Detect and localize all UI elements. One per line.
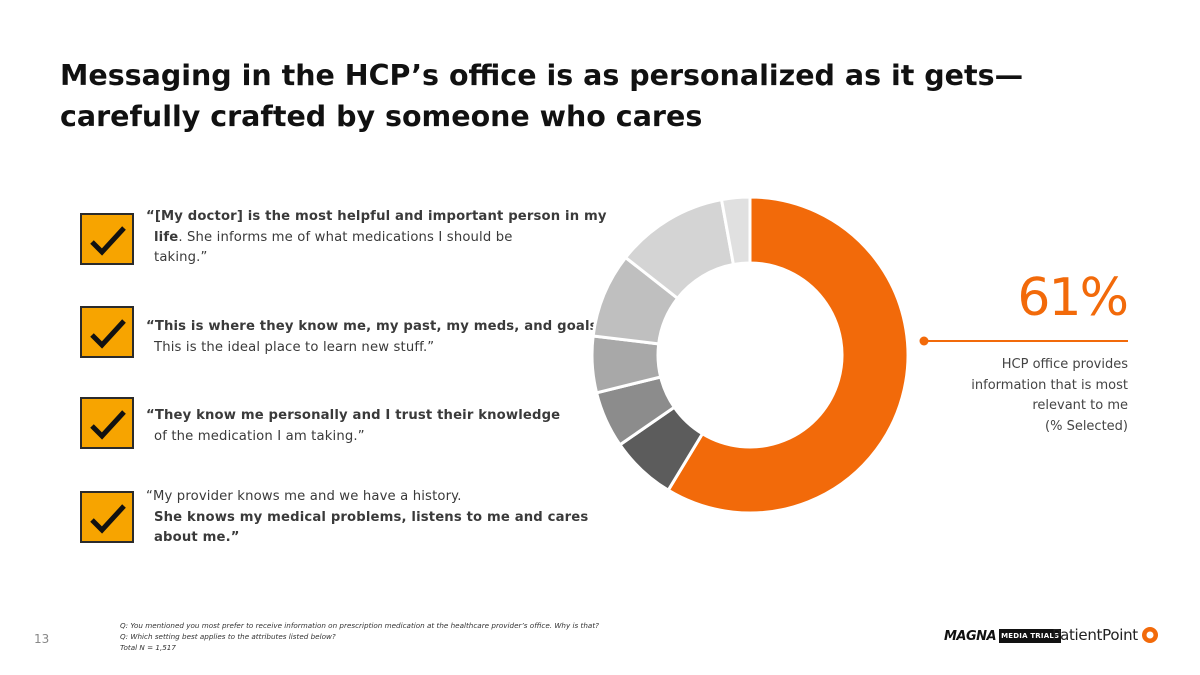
- donut-slice-1: [666, 195, 910, 515]
- quote-line: This is the ideal place to learn new stu…: [146, 338, 606, 359]
- quote-fragment: “They know me personally and I trust the…: [146, 408, 561, 423]
- quote-line: “This is where they know me, my past, my…: [146, 317, 606, 338]
- footnotes: Q: You mentioned you most prefer to rece…: [120, 620, 599, 653]
- quote-fragment: She knows my medical problems, listens t…: [154, 509, 589, 525]
- donut-slice-7: [719, 195, 752, 267]
- patientpoint-logo-text: PatientPoint: [1052, 626, 1138, 644]
- checkmark-icon: [80, 491, 134, 543]
- highlight-value: 61%: [1017, 268, 1129, 328]
- quote-text: “They know me personally and I trust the…: [146, 406, 606, 447]
- caption-line: relevant to me: [1032, 398, 1128, 413]
- quote-line: life. She informs me of what medications…: [146, 228, 606, 249]
- leader-line: [919, 336, 1128, 346]
- title-line: carefully crafted by someone who cares: [60, 100, 703, 133]
- caption-line: (% Selected): [1045, 418, 1128, 434]
- quote-text: “My provider knows me and we have a hist…: [146, 487, 606, 549]
- quote-2: “This is where they know me, my past, my…: [80, 306, 603, 362]
- quote-fragment: about me.”: [154, 530, 240, 545]
- quote-fragment: “My provider knows me and we have a hist…: [146, 489, 462, 504]
- footnote: Q: You mentioned you most prefer to rece…: [120, 621, 599, 630]
- magna-logo-text: MAGNA: [944, 628, 997, 644]
- quote-line: “My provider knows me and we have a hist…: [146, 487, 606, 508]
- quote-fragment: This is the ideal place to learn new stu…: [154, 339, 435, 355]
- quote-line: about me.”: [146, 528, 606, 549]
- media-trials-logo-text: MEDIA TRIALS: [999, 629, 1062, 643]
- footnote: Total N = 1,517: [120, 643, 176, 652]
- quote-4: “My provider knows me and we have a hist…: [80, 489, 600, 547]
- caption-line: information that is most: [971, 377, 1128, 393]
- quote-fragment: taking.”: [154, 250, 208, 265]
- quote-line: “They know me personally and I trust the…: [146, 406, 606, 427]
- highlight-caption: HCP office provides information that is …: [940, 355, 1128, 437]
- quote-fragment: . She informs me of what medications I s…: [178, 229, 513, 245]
- quote-fragment: of the medication I am taking.”: [154, 428, 365, 444]
- slide-title: Messaging in the HCP’s office is as pers…: [60, 55, 1060, 137]
- checkmark-icon: [80, 213, 134, 265]
- quote-line: She knows my medical problems, listens t…: [146, 508, 606, 529]
- quote-fragment: “This is where they know me, my past, my…: [146, 319, 603, 334]
- quote-line: “[My doctor] is the most helpful and imp…: [146, 207, 606, 228]
- quote-line: of the medication I am taking.”: [146, 427, 606, 448]
- quote-fragment: life: [154, 229, 179, 245]
- quote-text: “This is where they know me, my past, my…: [146, 317, 606, 358]
- quote-1: “[My doctor] is the most helpful and imp…: [80, 209, 606, 269]
- quote-line: taking.”: [146, 248, 606, 269]
- page-number: 13: [34, 632, 50, 646]
- caption-line: HCP office provides: [1001, 357, 1128, 372]
- title-line: Messaging in the HCP’s office is as pers…: [60, 59, 1024, 92]
- magna-media-trials-logo: MAGNA MEDIA TRIALS: [944, 627, 1062, 645]
- patientpoint-logo-mark-icon: [1141, 627, 1158, 643]
- quote-fragment: “[My doctor] is the most helpful and imp…: [146, 209, 607, 224]
- donut-chart: [590, 195, 910, 515]
- checkmark-icon: [80, 306, 134, 358]
- patientpoint-logo: PatientPoint: [1052, 625, 1160, 645]
- checkmark-icon: [80, 397, 134, 449]
- quote-3: “They know me personally and I trust the…: [80, 397, 600, 453]
- quote-text: “[My doctor] is the most helpful and imp…: [146, 207, 606, 269]
- footnote: Q: Which setting best applies to the att…: [120, 632, 336, 641]
